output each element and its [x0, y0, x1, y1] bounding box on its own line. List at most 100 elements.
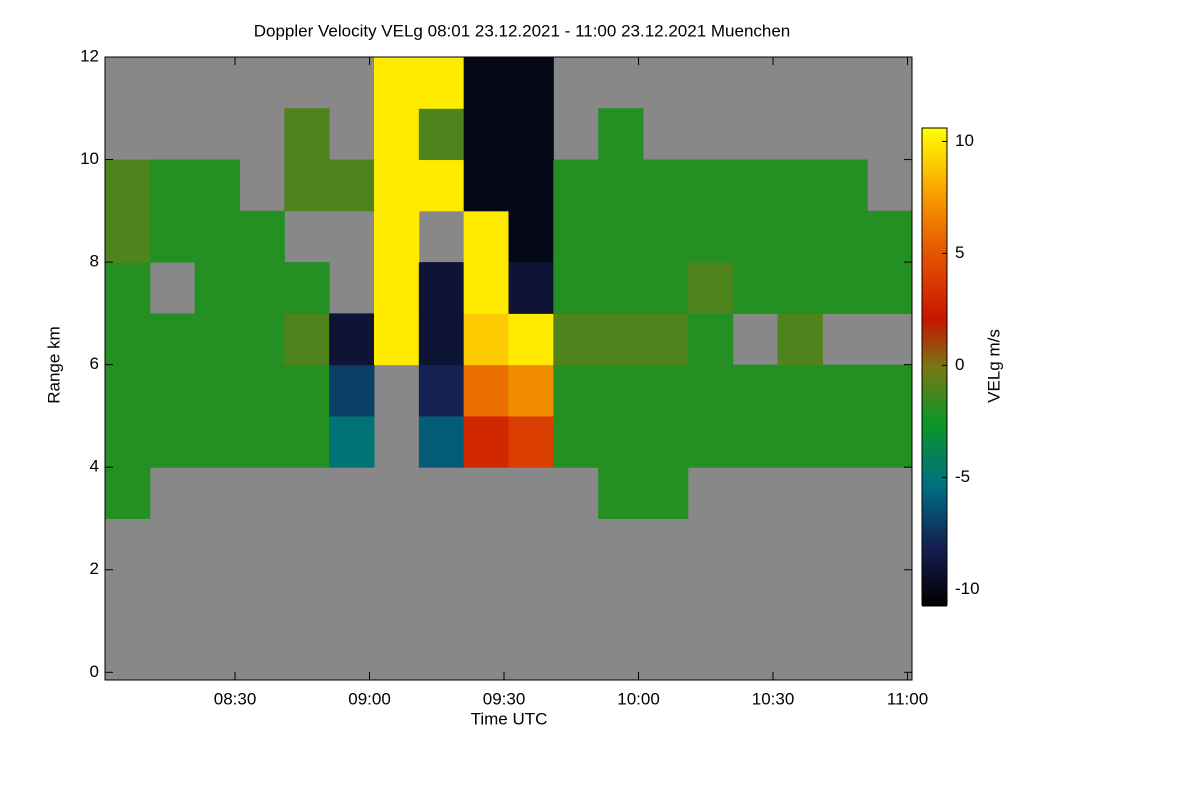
- colorbar-step: [922, 258, 947, 261]
- colorbar-step: [922, 446, 947, 449]
- heatmap-cell: [463, 364, 509, 417]
- colorbar-step: [922, 248, 947, 251]
- heatmap-cell: [418, 262, 465, 314]
- colorbar: [922, 128, 947, 607]
- colorbar-step: [922, 378, 947, 381]
- colorbar-step: [922, 162, 947, 165]
- colorbar-step: [922, 572, 947, 575]
- x-tick-label: 09:00: [348, 689, 391, 708]
- heatmap-cell: [374, 108, 420, 161]
- heatmap-cell: [687, 415, 734, 468]
- colorbar-step: [922, 558, 947, 561]
- heatmap-cell: [463, 57, 509, 109]
- heatmap-cell: [194, 159, 240, 212]
- colorbar-step: [922, 524, 947, 527]
- heatmap-cell: [867, 415, 913, 468]
- colorbar-step: [922, 230, 947, 233]
- heatmap-cell: [687, 262, 734, 314]
- heatmap-cell: [508, 313, 554, 366]
- colorbar-step: [922, 238, 947, 241]
- heatmap-cell: [822, 262, 868, 314]
- heatmap-cell: [374, 313, 420, 366]
- heatmap-cell: [553, 364, 599, 417]
- colorbar-step: [922, 234, 947, 237]
- colorbar-step: [922, 332, 947, 335]
- colorbar-step: [922, 208, 947, 211]
- colorbar-step: [922, 508, 947, 511]
- heatmap-cell: [643, 467, 689, 519]
- colorbar-step: [922, 182, 947, 185]
- heatmap-cell: [598, 467, 644, 519]
- heatmap-cell: [553, 262, 599, 314]
- colorbar-step: [922, 368, 947, 371]
- colorbar-step: [922, 364, 947, 367]
- heatmap-cell: [329, 415, 375, 468]
- colorbar-step: [922, 312, 947, 315]
- heatmap-cell: [105, 364, 151, 417]
- colorbar-step: [922, 346, 947, 349]
- colorbar-step: [922, 534, 947, 537]
- colorbar-step: [922, 286, 947, 289]
- colorbar-step: [922, 594, 947, 597]
- heatmap-cell: [598, 159, 644, 212]
- colorbar-step: [922, 266, 947, 269]
- heatmap-cell: [194, 364, 240, 417]
- colorbar-step: [922, 308, 947, 311]
- y-axis-label: Range km: [44, 326, 63, 403]
- colorbar-step: [922, 156, 947, 159]
- colorbar-step: [922, 178, 947, 181]
- heatmap-cell: [643, 159, 689, 212]
- heatmap-cell: [732, 262, 778, 314]
- heatmap: [105, 57, 913, 519]
- colorbar-step: [922, 532, 947, 535]
- plot-frame: [104, 56, 913, 681]
- heatmap-cell: [598, 108, 644, 161]
- colorbar-step: [922, 454, 947, 457]
- heatmap-cell: [777, 210, 823, 263]
- colorbar-step: [922, 328, 947, 331]
- colorbar-step: [922, 480, 947, 483]
- colorbar-step: [922, 562, 947, 565]
- colorbar-step: [922, 294, 947, 297]
- heatmap-cell: [508, 57, 554, 109]
- colorbar-step: [922, 174, 947, 177]
- colorbar-step: [922, 226, 947, 229]
- colorbar-step: [922, 150, 947, 153]
- colorbar-step: [922, 472, 947, 475]
- colorbar-step: [922, 580, 947, 583]
- colorbar-step: [922, 128, 947, 131]
- colorbar-step: [922, 530, 947, 533]
- heatmap-cell: [149, 415, 196, 468]
- colorbar-step: [922, 202, 947, 205]
- colorbar-step: [922, 438, 947, 441]
- heatmap-cell: [822, 159, 868, 212]
- heatmap-cell: [598, 262, 644, 314]
- colorbar-step: [922, 460, 947, 463]
- heatmap-cell: [598, 313, 644, 366]
- y-tick-label: 4: [90, 457, 99, 476]
- x-tick-label: 08:30: [214, 689, 257, 708]
- colorbar-step: [922, 236, 947, 239]
- heatmap-cell: [329, 159, 375, 212]
- colorbar-step: [922, 554, 947, 557]
- colorbar-step: [922, 268, 947, 271]
- colorbar-step: [922, 418, 947, 421]
- colorbar-step: [922, 372, 947, 375]
- colorbar-step: [922, 406, 947, 409]
- y-tick-label: 0: [90, 662, 99, 681]
- colorbar-step: [922, 170, 947, 173]
- colorbar-step: [922, 520, 947, 523]
- colorbar-step: [922, 544, 947, 547]
- colorbar-step: [922, 450, 947, 453]
- colorbar-step: [922, 390, 947, 393]
- colorbar-step: [922, 570, 947, 573]
- colorbar-step: [922, 142, 947, 145]
- colorbar-tick-label: -5: [955, 467, 970, 486]
- x-tick-label: 11:00: [887, 689, 928, 708]
- heatmap-cell: [643, 313, 689, 366]
- colorbar-step: [922, 344, 947, 347]
- colorbar-step: [922, 598, 947, 601]
- heatmap-cell: [284, 159, 330, 212]
- colorbar-step: [922, 272, 947, 275]
- heatmap-cell: [822, 364, 868, 417]
